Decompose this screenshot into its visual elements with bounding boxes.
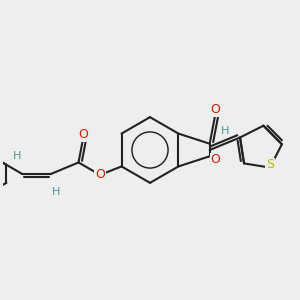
- Text: O: O: [95, 168, 105, 182]
- Text: O: O: [78, 128, 88, 141]
- Text: H: H: [13, 151, 22, 161]
- Text: S: S: [266, 158, 274, 171]
- Text: O: O: [210, 103, 220, 116]
- Text: H: H: [52, 187, 60, 197]
- Text: H: H: [221, 126, 229, 136]
- Text: O: O: [210, 153, 220, 166]
